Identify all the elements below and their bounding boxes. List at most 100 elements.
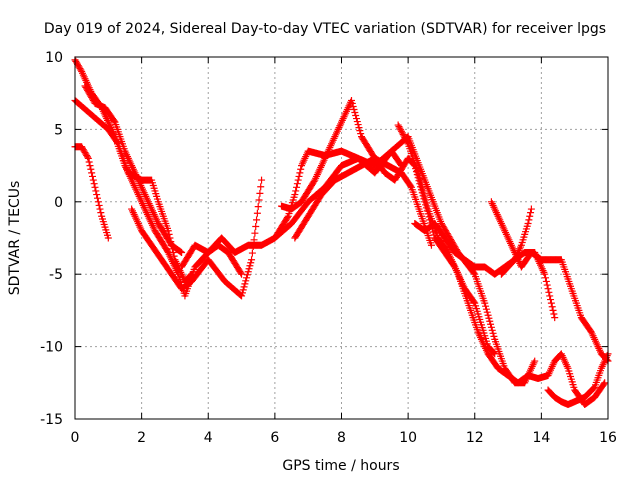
y-tick-label: -5 [49,267,63,283]
x-axis-label: GPS time / hours [282,458,399,474]
chart-title: Day 019 of 2024, Sidereal Day-to-day VTE… [44,21,606,37]
data-point [88,172,96,180]
data-series [71,56,612,409]
series-track-9 [271,133,539,387]
data-point [402,135,410,143]
series-track-14 [544,350,612,409]
data-point [238,289,246,297]
data-point [296,169,304,177]
data-point [238,292,246,300]
data-point [241,280,249,288]
data-point [397,127,405,135]
data-point [422,196,430,204]
data-point [348,99,356,107]
data-point [549,306,557,314]
data-point [248,256,256,264]
data-point [256,189,264,197]
data-point [397,126,405,134]
data-point [237,269,245,277]
data-point [590,384,598,392]
data-point [542,274,550,282]
data-point [407,182,415,190]
data-point [403,138,411,146]
series-track-10 [394,121,609,409]
data-point [524,220,532,228]
data-point [253,209,261,217]
data-point [482,305,490,313]
data-point [484,311,492,319]
data-point [351,109,359,117]
data-point [402,137,410,145]
data-point [257,183,265,191]
data-point [247,259,255,267]
data-point [355,124,363,132]
data-point [542,277,550,285]
data-point [92,187,100,195]
y-tick-label: 5 [54,122,63,138]
data-point [545,288,553,296]
series-track-5 [128,176,266,300]
data-point [110,117,118,125]
data-point [490,332,498,340]
data-point [293,180,301,188]
data-point [544,285,552,293]
data-point [356,127,364,135]
x-tick-label: 10 [399,430,417,446]
data-point [547,296,555,304]
data-point [292,187,300,195]
x-tick-label: 6 [270,430,279,446]
grid [75,57,608,419]
data-point [251,229,259,237]
data-point [243,274,251,282]
data-point [396,124,404,132]
data-point [245,265,253,273]
data-point [95,201,103,209]
data-point [547,299,555,307]
data-point [96,205,104,213]
data-point [238,270,246,278]
data-point [258,176,266,184]
data-point [294,176,302,184]
data-point [527,205,535,213]
data-point [470,298,478,306]
data-point [291,191,299,199]
data-point [169,248,177,256]
data-point [244,268,252,276]
data-point [587,327,595,335]
data-point [350,105,358,113]
data-point [543,281,551,289]
data-point [531,357,539,365]
data-point [443,247,451,255]
data-point [297,165,305,173]
data-point [527,209,535,217]
y-tick-label: 0 [54,195,63,211]
data-point [84,154,92,162]
series-track-7 [278,96,499,358]
data-point [398,129,406,137]
data-point [488,326,496,334]
data-point [470,269,478,277]
data-point [550,310,558,318]
data-point [293,183,301,191]
x-tick-label: 4 [204,430,213,446]
x-tick-label: 2 [137,430,146,446]
data-point [427,241,435,249]
y-axis-label: SDTVAR / TECUs [7,181,23,296]
data-point [353,118,361,126]
data-point [400,132,408,140]
data-point [90,180,98,188]
x-tick-label: 0 [71,430,80,446]
data-point [482,302,490,310]
series-track-4 [81,82,186,256]
y-tick-label: -15 [40,412,63,428]
data-point [87,165,95,173]
data-point [422,199,430,207]
data-point [349,102,357,110]
data-point [525,216,533,224]
data-point [252,223,260,231]
data-point [486,317,494,325]
x-tick-label: 16 [599,430,617,446]
data-point [600,380,608,388]
y-tick-label: 10 [45,50,63,66]
